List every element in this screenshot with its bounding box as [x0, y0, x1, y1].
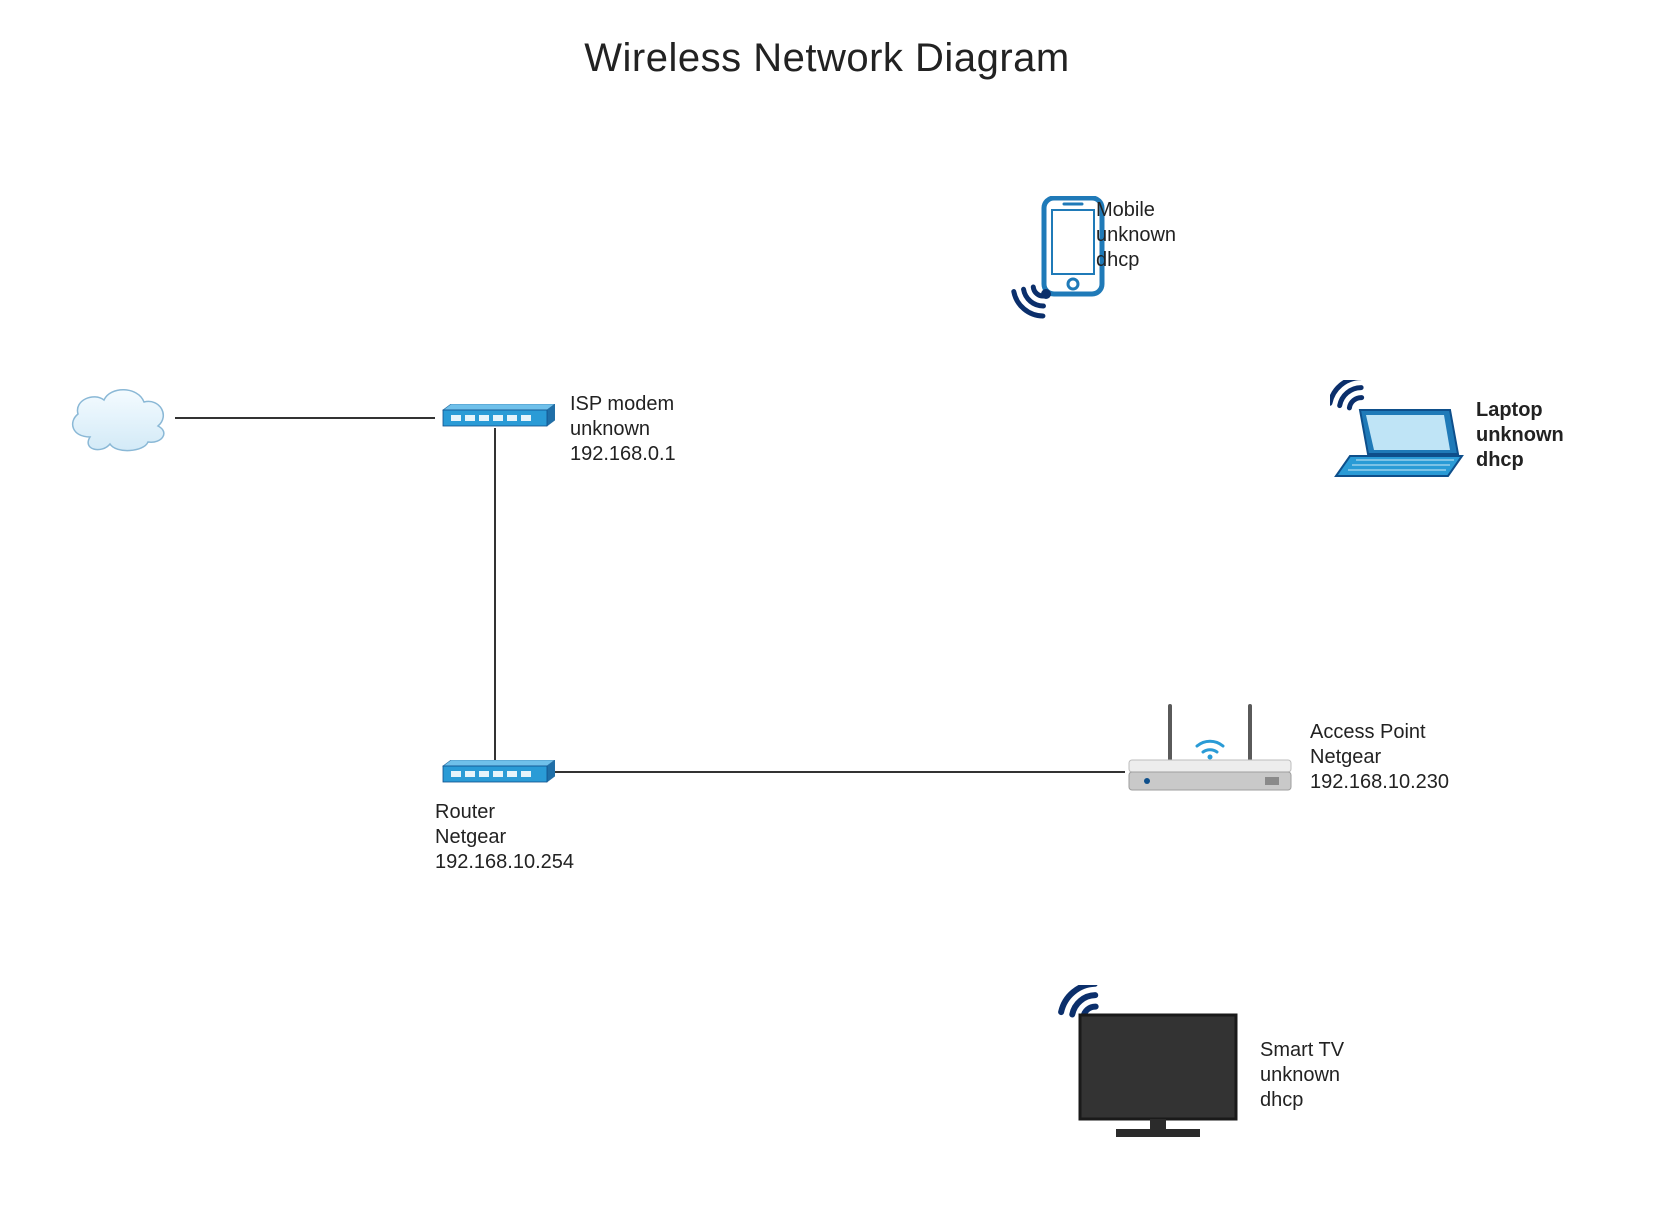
diagram-canvas: Wireless Network Diagram — [0, 0, 1654, 1214]
access-point-icon — [1125, 702, 1295, 794]
mobile-label: Mobile unknown dhcp — [1096, 198, 1176, 273]
switch-icon — [435, 404, 555, 434]
switch-icon — [435, 760, 555, 790]
edges-layer — [0, 0, 1654, 1214]
access-point-label: Access Point Netgear 192.168.10.230 — [1310, 720, 1449, 795]
router-label: Router Netgear 192.168.10.254 — [435, 800, 574, 875]
isp-modem-node — [435, 404, 555, 439]
diagram-title: Wireless Network Diagram — [0, 36, 1654, 81]
laptop-label: Laptop unknown dhcp — [1476, 398, 1564, 473]
isp-modem-label: ISP modem unknown 192.168.0.1 — [570, 392, 676, 467]
router-node — [435, 760, 555, 795]
cloud-node — [60, 382, 175, 462]
cloud-icon — [60, 382, 175, 457]
laptop-icon — [1330, 380, 1470, 480]
access-point-node — [1125, 702, 1295, 799]
tv-icon — [1058, 985, 1248, 1145]
smart-tv-label: Smart TV unknown dhcp — [1260, 1038, 1344, 1113]
laptop-node — [1330, 380, 1470, 485]
smart-tv-node — [1058, 985, 1248, 1150]
